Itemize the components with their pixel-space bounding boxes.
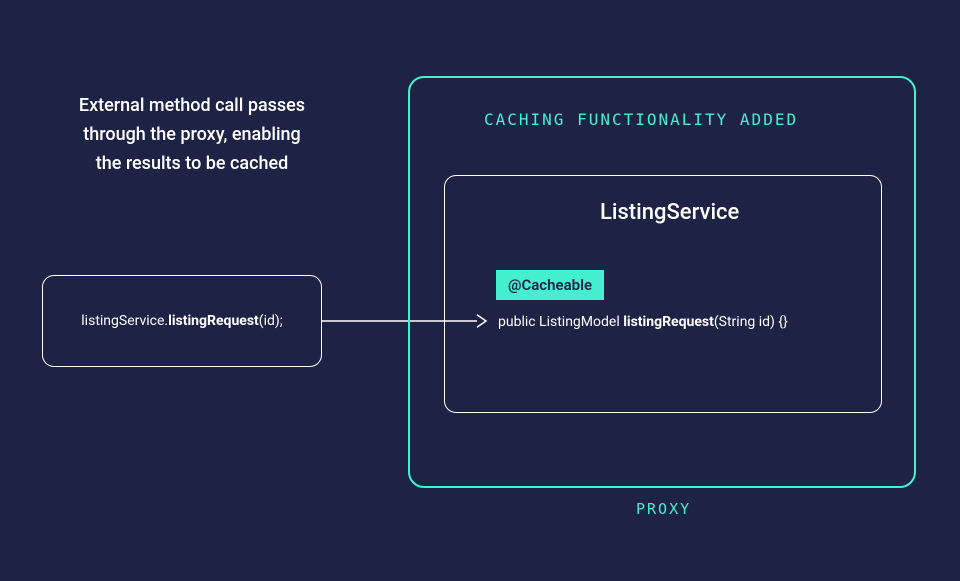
method-bold: listingRequest	[623, 314, 714, 330]
service-title: ListingService	[600, 200, 739, 225]
method-signature: public ListingModel listingRequest(Strin…	[498, 314, 788, 330]
method-suffix: (String id) {}	[714, 314, 788, 330]
proxy-title: CACHING FUNCTIONALITY ADDED	[484, 110, 798, 129]
annotation-text: @Cacheable	[508, 276, 592, 294]
description-line: through the proxy, enabling	[52, 121, 332, 150]
caller-box: listingService.listingRequest(id);	[42, 275, 322, 367]
description-text: External method call passes through the …	[52, 92, 332, 178]
proxy-label: PROXY	[636, 500, 691, 518]
description-line: the results to be cached	[52, 150, 332, 179]
description-line: External method call passes	[52, 92, 332, 121]
caller-code-bold: listingRequest	[168, 313, 259, 329]
caller-code-suffix: (id);	[259, 313, 283, 329]
caller-code: listingService.listingRequest(id);	[81, 313, 282, 329]
caller-code-prefix: listingService.	[81, 313, 168, 329]
cacheable-annotation-badge: @Cacheable	[496, 270, 604, 300]
method-prefix: public ListingModel	[498, 314, 623, 330]
